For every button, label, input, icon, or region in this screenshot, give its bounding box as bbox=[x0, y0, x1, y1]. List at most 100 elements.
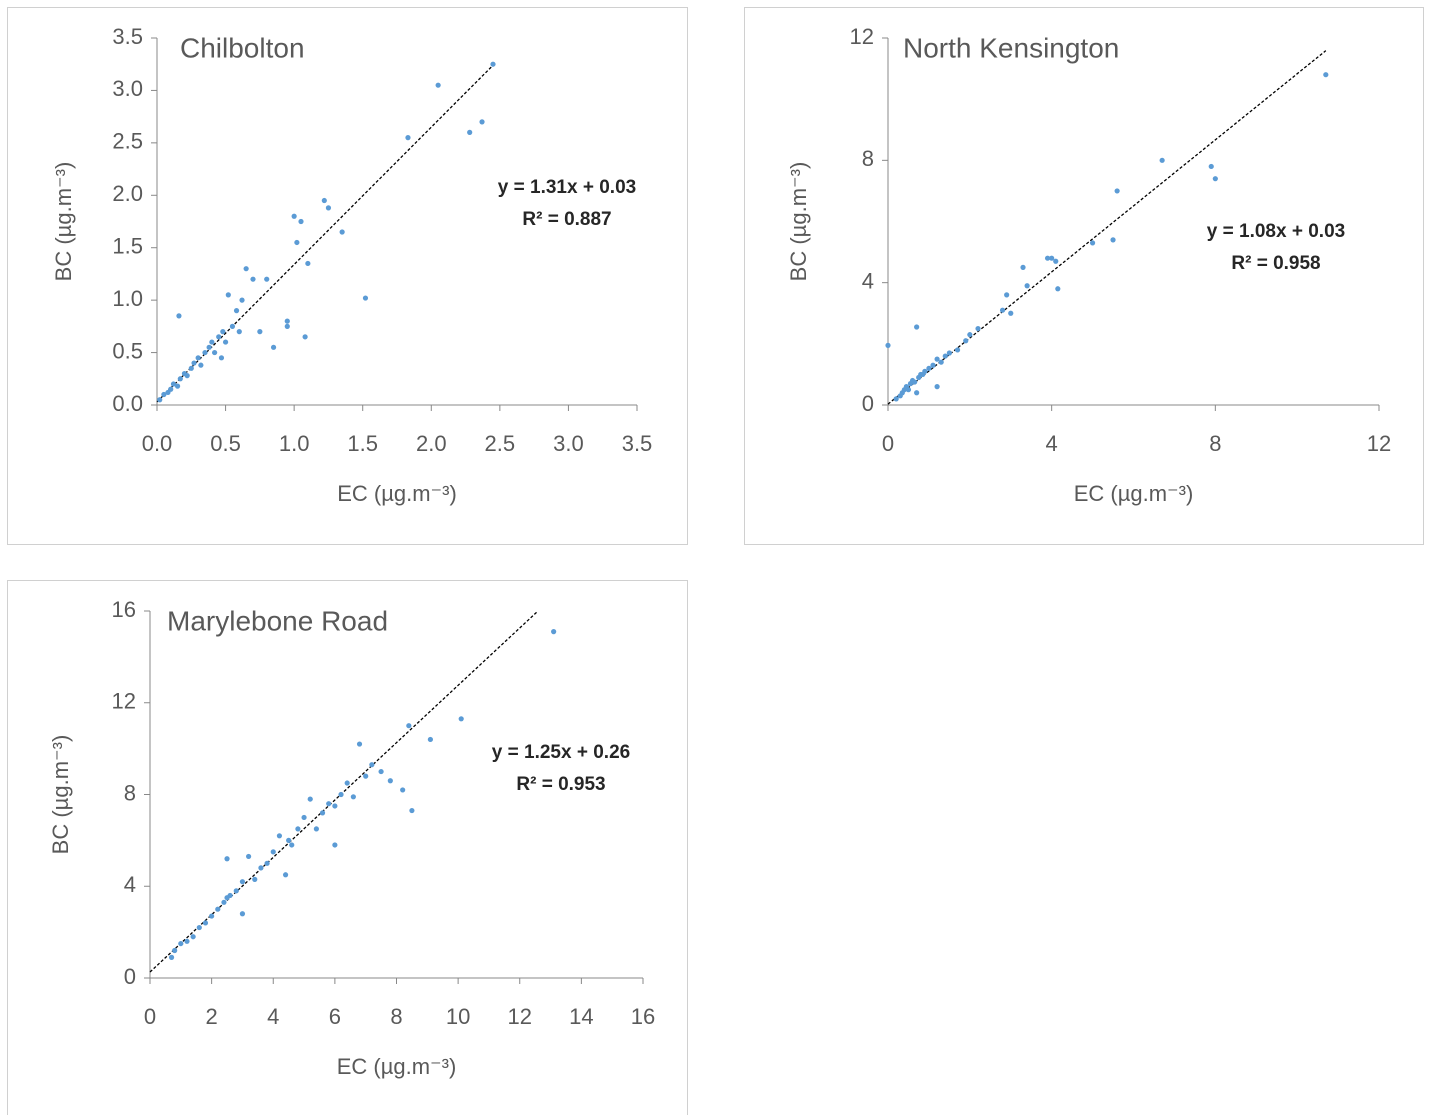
data-point bbox=[286, 837, 292, 843]
data-point bbox=[184, 938, 190, 944]
data-point bbox=[934, 356, 940, 362]
data-point bbox=[1055, 286, 1061, 292]
chart-title: Chilbolton bbox=[180, 32, 305, 63]
y-tick-label: 8 bbox=[124, 780, 136, 805]
x-tick-label: 2.5 bbox=[485, 431, 516, 456]
annotation: R² = 0.953 bbox=[516, 774, 605, 795]
data-point bbox=[209, 339, 215, 345]
y-axis-label: BC (µg.m⁻³) bbox=[48, 735, 73, 855]
data-point bbox=[229, 323, 236, 329]
data-point bbox=[934, 384, 940, 390]
data-point bbox=[176, 313, 182, 319]
data-point bbox=[1110, 237, 1116, 243]
data-point bbox=[400, 787, 406, 793]
y-tick-label: 4 bbox=[124, 872, 136, 897]
data-point bbox=[177, 376, 183, 382]
data-point bbox=[284, 323, 290, 329]
data-point bbox=[325, 205, 332, 211]
x-tick-label: 16 bbox=[631, 1004, 655, 1029]
data-point bbox=[1089, 240, 1096, 246]
data-point bbox=[190, 934, 196, 940]
data-point bbox=[1323, 72, 1329, 78]
data-point bbox=[216, 334, 222, 340]
data-point bbox=[195, 355, 201, 361]
data-point bbox=[302, 334, 308, 340]
y-tick-label: 2.5 bbox=[112, 129, 143, 154]
data-point bbox=[220, 329, 226, 335]
data-point bbox=[344, 780, 350, 786]
data-point bbox=[356, 741, 363, 747]
data-point bbox=[905, 387, 912, 393]
y-axis-label: BC (µg.m⁻³) bbox=[51, 162, 76, 282]
trendline bbox=[887, 50, 1327, 405]
data-point bbox=[369, 762, 375, 768]
data-point bbox=[406, 723, 412, 729]
data-point bbox=[339, 229, 345, 235]
x-tick-label: 0 bbox=[144, 1004, 156, 1029]
data-point bbox=[946, 350, 952, 356]
data-point bbox=[191, 360, 197, 366]
x-tick-label: 4 bbox=[267, 1004, 279, 1029]
data-point bbox=[174, 383, 181, 389]
data-point bbox=[427, 736, 433, 743]
data-point bbox=[999, 307, 1006, 313]
data-point bbox=[239, 879, 246, 885]
data-point bbox=[206, 344, 212, 350]
panel-frame bbox=[7, 580, 688, 1115]
data-point bbox=[338, 791, 344, 798]
data-point bbox=[270, 849, 276, 855]
data-point bbox=[168, 954, 175, 960]
data-point bbox=[233, 308, 240, 314]
data-point bbox=[326, 801, 332, 807]
y-tick-label: 0 bbox=[124, 964, 136, 989]
data-point bbox=[294, 239, 300, 246]
data-point bbox=[218, 355, 225, 361]
y-tick-label: 1.0 bbox=[112, 286, 143, 311]
y-tick-label: 4 bbox=[862, 268, 874, 293]
data-point bbox=[221, 899, 227, 905]
y-tick-label: 0.0 bbox=[112, 391, 143, 416]
data-point bbox=[178, 940, 184, 947]
data-point bbox=[307, 796, 313, 802]
data-point bbox=[926, 365, 932, 371]
annotation: R² = 0.958 bbox=[1231, 253, 1320, 274]
y-tick-label: 0.5 bbox=[112, 338, 143, 363]
x-tick-label: 0 bbox=[882, 431, 894, 456]
panel-frame bbox=[744, 7, 1424, 545]
data-point bbox=[967, 332, 973, 338]
data-point bbox=[252, 876, 258, 882]
data-point bbox=[1049, 255, 1055, 261]
data-point bbox=[1208, 163, 1214, 170]
data-point bbox=[387, 778, 393, 784]
data-point bbox=[198, 362, 204, 368]
annotation: y = 1.25x + 0.26 bbox=[492, 742, 630, 763]
x-tick-label: 1.5 bbox=[347, 431, 378, 456]
data-point bbox=[914, 390, 920, 396]
data-point bbox=[282, 872, 289, 878]
data-point bbox=[1114, 188, 1120, 194]
y-tick-label: 12 bbox=[112, 689, 136, 714]
x-tick-label: 8 bbox=[390, 1004, 402, 1029]
data-point bbox=[157, 397, 163, 403]
data-point bbox=[1020, 264, 1026, 270]
data-point bbox=[196, 924, 202, 931]
data-point bbox=[225, 292, 231, 298]
data-point bbox=[289, 842, 295, 848]
x-tick-label: 4 bbox=[1046, 431, 1058, 456]
data-point bbox=[243, 266, 249, 272]
data-point bbox=[362, 295, 369, 301]
data-point bbox=[319, 810, 326, 816]
data-point bbox=[188, 365, 194, 371]
x-tick-label: 0.0 bbox=[142, 431, 173, 456]
y-tick-label: 12 bbox=[850, 24, 874, 49]
data-point bbox=[168, 386, 174, 392]
data-point bbox=[276, 833, 283, 839]
data-point bbox=[975, 325, 981, 332]
y-tick-label: 3.0 bbox=[112, 76, 143, 101]
data-point bbox=[930, 362, 936, 368]
annotation: R² = 0.887 bbox=[522, 209, 611, 230]
data-point bbox=[350, 794, 356, 800]
data-point bbox=[298, 218, 304, 225]
